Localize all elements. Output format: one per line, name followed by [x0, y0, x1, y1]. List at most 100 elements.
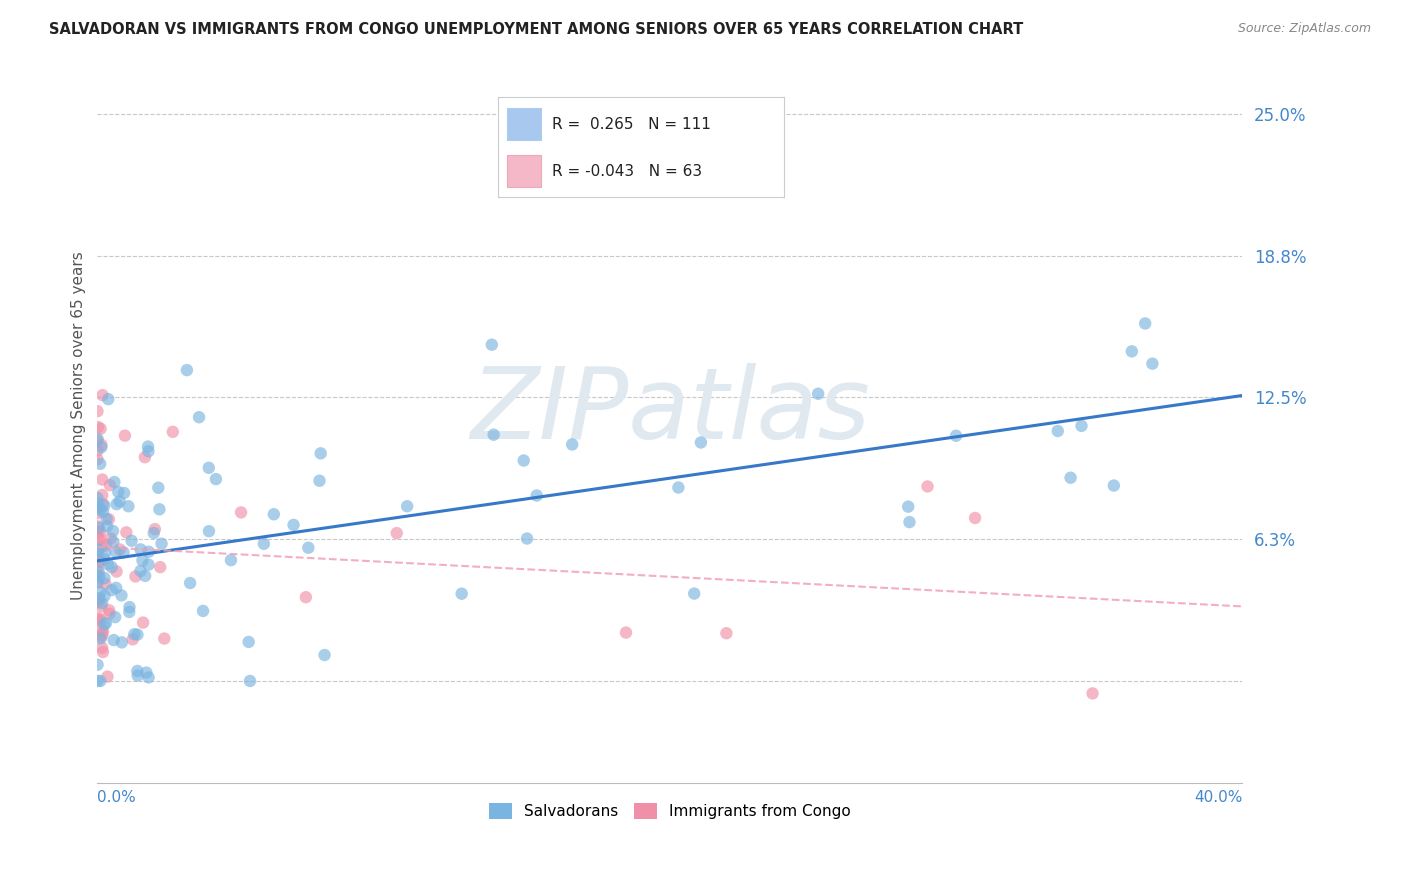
Point — [86, 491, 108, 505]
Point — [396, 500, 419, 514]
Point — [98, 478, 121, 492]
Point — [121, 632, 143, 647]
Point — [86, 404, 108, 418]
Point — [121, 533, 143, 548]
Point — [90, 623, 112, 637]
Point — [162, 425, 184, 439]
Point — [108, 542, 131, 557]
Point — [87, 554, 110, 568]
Point — [127, 668, 149, 682]
Text: SALVADORAN VS IMMIGRANTS FROM CONGO UNEMPLOYMENT AMONG SENIORS OVER 65 YEARS COR: SALVADORAN VS IMMIGRANTS FROM CONGO UNEM… — [49, 22, 1024, 37]
Point — [561, 437, 583, 451]
Point — [115, 525, 138, 540]
Point — [87, 575, 110, 590]
Point — [807, 386, 830, 401]
Point — [482, 427, 505, 442]
Point — [614, 625, 637, 640]
Point — [108, 494, 131, 508]
Point — [104, 545, 127, 559]
Point — [93, 571, 115, 585]
Point — [188, 410, 211, 425]
Point — [96, 670, 118, 684]
Point — [153, 632, 176, 646]
Text: 0.0%: 0.0% — [97, 790, 136, 805]
Point — [86, 657, 108, 672]
Point — [91, 640, 114, 655]
Point — [138, 558, 160, 572]
Point — [91, 624, 114, 639]
Point — [87, 543, 110, 558]
Point — [86, 443, 108, 458]
Point — [138, 670, 160, 684]
Text: ZIPatlas: ZIPatlas — [470, 363, 870, 460]
Point — [98, 603, 121, 617]
Point — [512, 453, 534, 467]
Point — [143, 522, 166, 536]
Point — [112, 545, 135, 559]
Point — [105, 581, 128, 595]
Point — [90, 632, 112, 646]
Point — [138, 545, 160, 559]
Point — [111, 635, 134, 649]
Point — [118, 605, 141, 619]
Point — [198, 460, 221, 475]
Point — [93, 552, 115, 566]
Point — [897, 500, 920, 514]
Point — [89, 591, 111, 605]
Point — [917, 479, 939, 493]
Point — [112, 486, 135, 500]
Point — [90, 555, 112, 569]
Point — [1102, 478, 1125, 492]
Point — [89, 673, 111, 688]
Point — [450, 587, 472, 601]
Point — [96, 538, 118, 552]
Point — [1135, 317, 1157, 331]
Point — [481, 337, 503, 351]
Point — [87, 521, 110, 535]
Point — [666, 481, 689, 495]
Point — [96, 512, 118, 526]
Point — [526, 489, 548, 503]
Point — [385, 526, 408, 541]
Point — [97, 392, 120, 406]
Point — [86, 434, 108, 448]
Point — [86, 507, 108, 521]
Point — [131, 553, 153, 567]
Point — [965, 511, 987, 525]
Point — [295, 591, 318, 605]
Point — [87, 519, 110, 533]
Point — [110, 588, 132, 602]
Point — [229, 505, 252, 519]
Point — [93, 617, 115, 632]
Point — [198, 524, 221, 539]
Point — [219, 553, 242, 567]
Point — [308, 474, 330, 488]
Point — [103, 534, 125, 549]
Point — [105, 565, 128, 579]
Point — [86, 496, 108, 510]
Point — [176, 363, 198, 377]
Point — [134, 569, 156, 583]
Point — [134, 450, 156, 465]
Point — [91, 473, 114, 487]
Point — [89, 614, 111, 628]
Point — [86, 568, 108, 582]
Point — [516, 532, 538, 546]
Point — [96, 519, 118, 533]
Point — [91, 505, 114, 519]
Point — [86, 551, 108, 566]
Point — [87, 420, 110, 434]
Point — [118, 600, 141, 615]
Point — [90, 438, 112, 452]
Point — [87, 566, 110, 580]
Point — [86, 574, 108, 589]
Point — [86, 452, 108, 467]
Point — [86, 673, 108, 688]
Point — [86, 432, 108, 446]
Point — [86, 550, 108, 565]
Point — [90, 502, 112, 516]
Point — [89, 500, 111, 515]
Point — [253, 537, 276, 551]
Point — [101, 524, 124, 538]
Point — [898, 515, 921, 529]
